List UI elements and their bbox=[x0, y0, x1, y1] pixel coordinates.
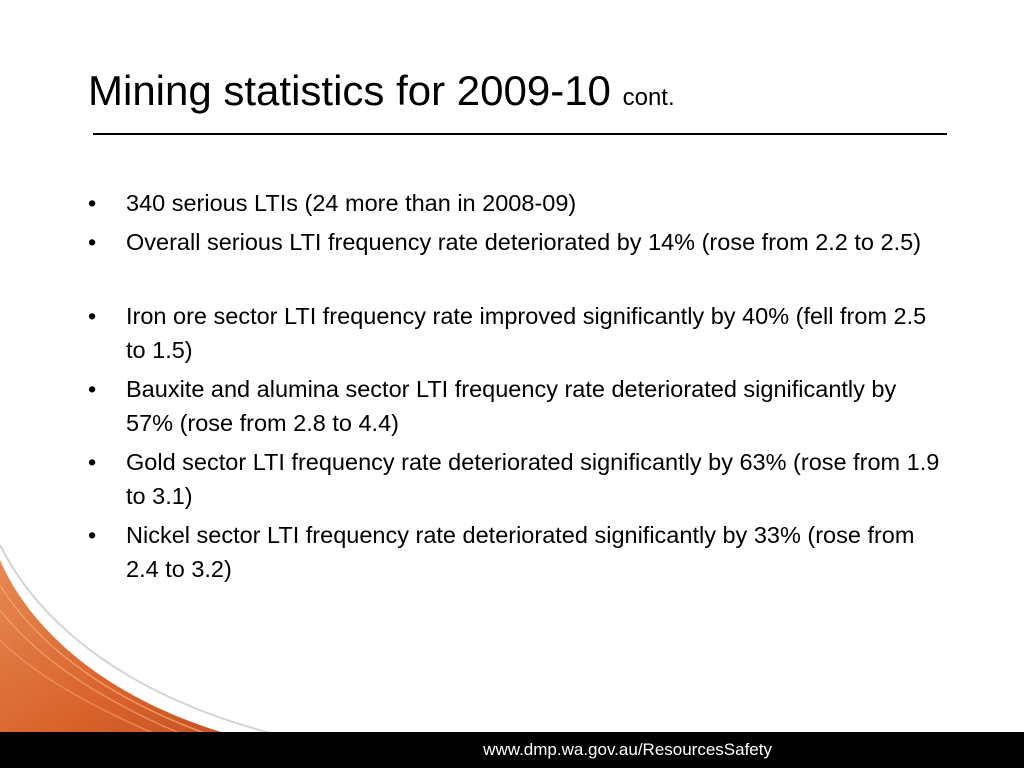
bullet-marker: • bbox=[88, 376, 97, 402]
bullet-text: Nickel sector LTI frequency rate deterio… bbox=[126, 522, 915, 582]
bullet-marker: • bbox=[88, 303, 97, 329]
bullet-marker: • bbox=[88, 229, 97, 255]
bullet-list: • 340 serious LTIs (24 more than in 2008… bbox=[88, 186, 948, 591]
bullet-text: Overall serious LTI frequency rate deter… bbox=[126, 229, 922, 255]
footer-url-link[interactable]: www.dmp.wa.gov.au/ResourcesSafety bbox=[483, 740, 772, 759]
bullet-text: 340 serious LTIs (24 more than in 2008-0… bbox=[126, 190, 577, 216]
bullet-marker: • bbox=[88, 522, 97, 548]
bullet-marker: • bbox=[88, 449, 97, 475]
bullet-item: • Gold sector LTI frequency rate deterio… bbox=[88, 445, 948, 513]
bullet-marker: • bbox=[88, 190, 97, 216]
title-divider bbox=[93, 133, 947, 135]
bullet-text: Gold sector LTI frequency rate deteriora… bbox=[126, 449, 940, 509]
bullet-item: • Iron ore sector LTI frequency rate imp… bbox=[88, 299, 948, 367]
title-main: Mining statistics for 2009-10 bbox=[88, 67, 611, 114]
bullet-item: • Overall serious LTI frequency rate det… bbox=[88, 225, 948, 259]
bullet-text: Bauxite and alumina sector LTI frequency… bbox=[126, 376, 897, 436]
footer-bar bbox=[0, 732, 1024, 768]
title-suffix: cont. bbox=[622, 84, 675, 111]
slide-title: Mining statistics for 2009-10 cont. bbox=[88, 66, 675, 116]
bullet-text: Iron ore sector LTI frequency rate impro… bbox=[126, 303, 927, 363]
bullet-item: • 340 serious LTIs (24 more than in 2008… bbox=[88, 186, 948, 220]
bullet-item: • Nickel sector LTI frequency rate deter… bbox=[88, 518, 948, 586]
bullet-item: • Bauxite and alumina sector LTI frequen… bbox=[88, 372, 948, 440]
